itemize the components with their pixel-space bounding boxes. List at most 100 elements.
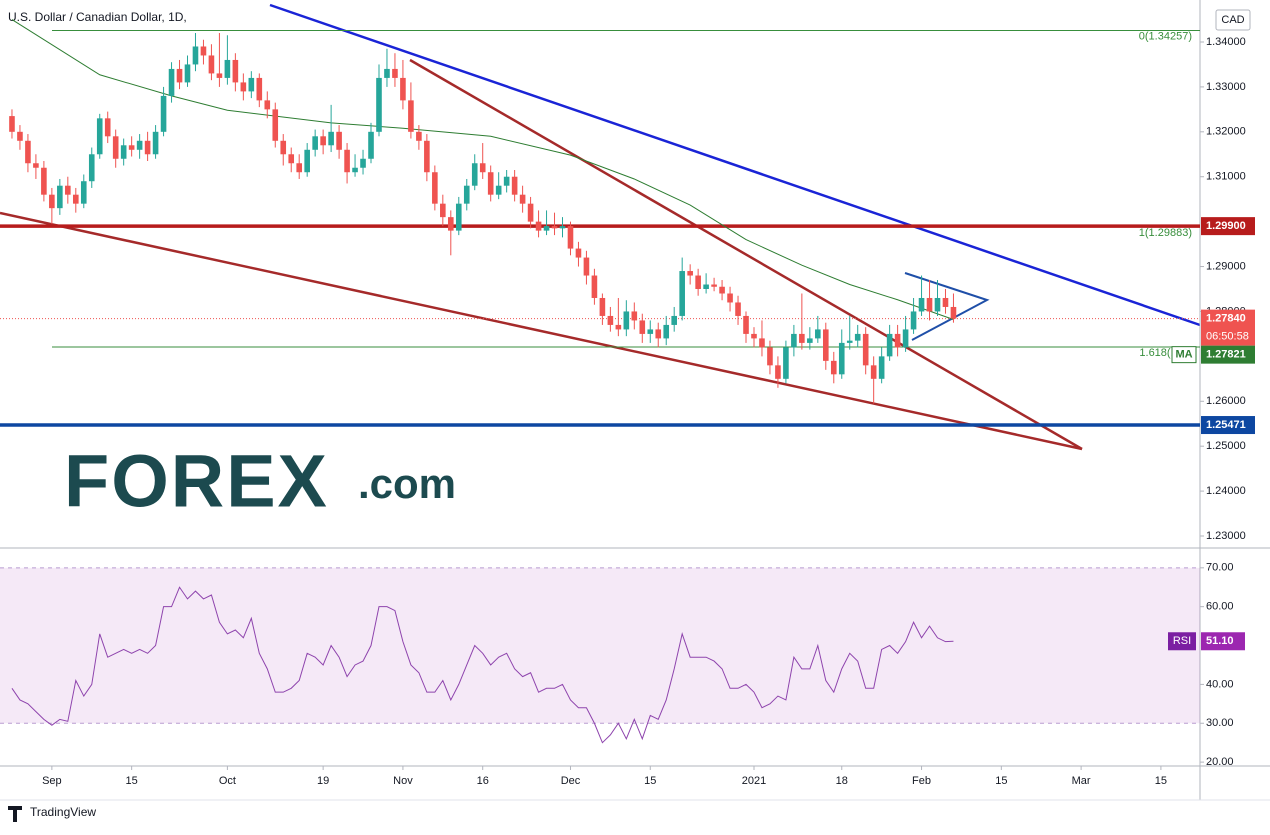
- candle-body: [416, 131, 422, 141]
- y-tick-label: 60.00: [1206, 601, 1234, 613]
- candle-body: [224, 59, 231, 78]
- footer-icon: [8, 806, 22, 822]
- candle-body: [503, 176, 510, 186]
- candle-body: [783, 347, 789, 379]
- candle-body: [72, 194, 79, 204]
- candle-body: [878, 356, 885, 379]
- candle-body: [902, 329, 909, 348]
- candle-body: [615, 324, 622, 330]
- candle-body: [384, 68, 390, 78]
- candle-body: [376, 77, 382, 132]
- candle-body: [950, 306, 957, 319]
- x-tick-label: 16: [477, 775, 489, 787]
- candle-body: [65, 185, 71, 195]
- candle-body: [479, 163, 486, 173]
- candle-body: [767, 347, 773, 366]
- candle-body: [57, 185, 63, 209]
- candle-body: [743, 315, 749, 334]
- candle-body: [495, 185, 502, 195]
- candle-body: [296, 163, 303, 173]
- rsi-axis-box: [1201, 632, 1245, 651]
- candle-body: [942, 297, 949, 307]
- candle-body: [567, 226, 574, 249]
- candle-body: [368, 131, 374, 159]
- candle-body: [248, 77, 255, 92]
- candle-body: [934, 297, 941, 312]
- candle-body: [112, 136, 119, 159]
- x-tick-label: Nov: [393, 775, 413, 787]
- ma-axis-label: 1.27821: [1206, 349, 1246, 361]
- candle-body: [663, 324, 670, 339]
- candle-body: [168, 68, 175, 96]
- x-tick-label: 2021: [742, 775, 766, 787]
- candle-body: [822, 329, 829, 361]
- candle-body: [25, 140, 31, 164]
- candle-body: [599, 297, 606, 316]
- candle-body: [9, 116, 15, 132]
- y-tick-label: 70.00: [1206, 562, 1234, 574]
- candle-body: [256, 77, 263, 101]
- candle-body: [703, 284, 709, 290]
- candle-body: [679, 271, 685, 316]
- candle-body: [88, 154, 95, 182]
- candle-body: [320, 136, 326, 146]
- fib-label: 1(1.29883): [1139, 227, 1192, 239]
- candle-body: [559, 226, 566, 229]
- candle-body: [360, 158, 366, 168]
- candle-body: [815, 329, 821, 339]
- candle-body: [240, 82, 247, 92]
- candle-body: [424, 140, 430, 173]
- candle-body: [344, 149, 350, 173]
- candle-body: [846, 340, 853, 343]
- candle-body: [272, 109, 279, 141]
- y-tick-label: 20.00: [1206, 756, 1234, 768]
- chart-title: U.S. Dollar / Canadian Dollar, 1D,: [8, 10, 187, 24]
- x-tick-label: Oct: [219, 775, 236, 787]
- candle-body: [455, 203, 462, 231]
- candle-body: [128, 145, 135, 150]
- candle-body: [918, 297, 925, 312]
- candle-body: [440, 203, 446, 218]
- x-tick-label: Dec: [561, 775, 581, 787]
- candle-body: [104, 118, 111, 137]
- candle-body: [910, 311, 917, 330]
- candle-body: [647, 329, 654, 334]
- ma-name-box: [1171, 346, 1197, 364]
- candle-body: [216, 73, 223, 78]
- candle-body: [687, 271, 693, 276]
- candle-body: [799, 333, 805, 343]
- candle-body: [136, 140, 143, 150]
- x-tick-label: Mar: [1072, 775, 1091, 787]
- rsi-line: [11, 586, 954, 744]
- candle-body: [639, 320, 646, 334]
- candle-body: [719, 286, 725, 294]
- logo-suffix: .com: [358, 460, 456, 507]
- y-tick-label: 1.26000: [1206, 395, 1246, 407]
- y-tick-label: 30.00: [1206, 717, 1234, 729]
- level-axis-box: [1201, 217, 1255, 236]
- candle-body: [120, 145, 127, 159]
- candle-body: [41, 167, 47, 195]
- y-tick-label: 40.00: [1206, 678, 1234, 690]
- candle-body: [463, 185, 470, 204]
- x-tick-label: 15: [1155, 775, 1167, 787]
- candle-body: [447, 217, 454, 231]
- candle-body: [328, 131, 334, 146]
- candle-body: [607, 315, 614, 325]
- moving-average: [11, 19, 954, 320]
- candle-body: [695, 275, 701, 290]
- y-tick-label: 1.24000: [1206, 485, 1246, 497]
- candle-body: [791, 333, 797, 348]
- candle-body: [432, 172, 438, 204]
- candle-body: [870, 365, 877, 379]
- candle-body: [96, 118, 103, 155]
- candle-body: [575, 248, 582, 258]
- candle-body: [711, 284, 717, 287]
- candle-body: [408, 100, 414, 132]
- currency: CAD: [1221, 14, 1244, 26]
- candle-body: [471, 163, 478, 186]
- candle-body: [152, 131, 159, 155]
- candle-body: [400, 77, 406, 101]
